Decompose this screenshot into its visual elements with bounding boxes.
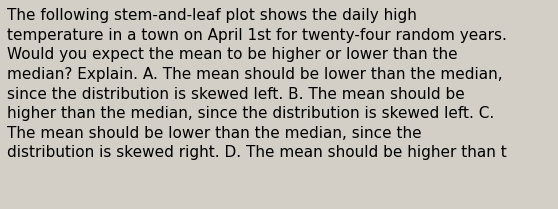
Text: The following stem-and-leaf plot shows the daily high
temperature in a town on A: The following stem-and-leaf plot shows t… <box>7 8 507 160</box>
